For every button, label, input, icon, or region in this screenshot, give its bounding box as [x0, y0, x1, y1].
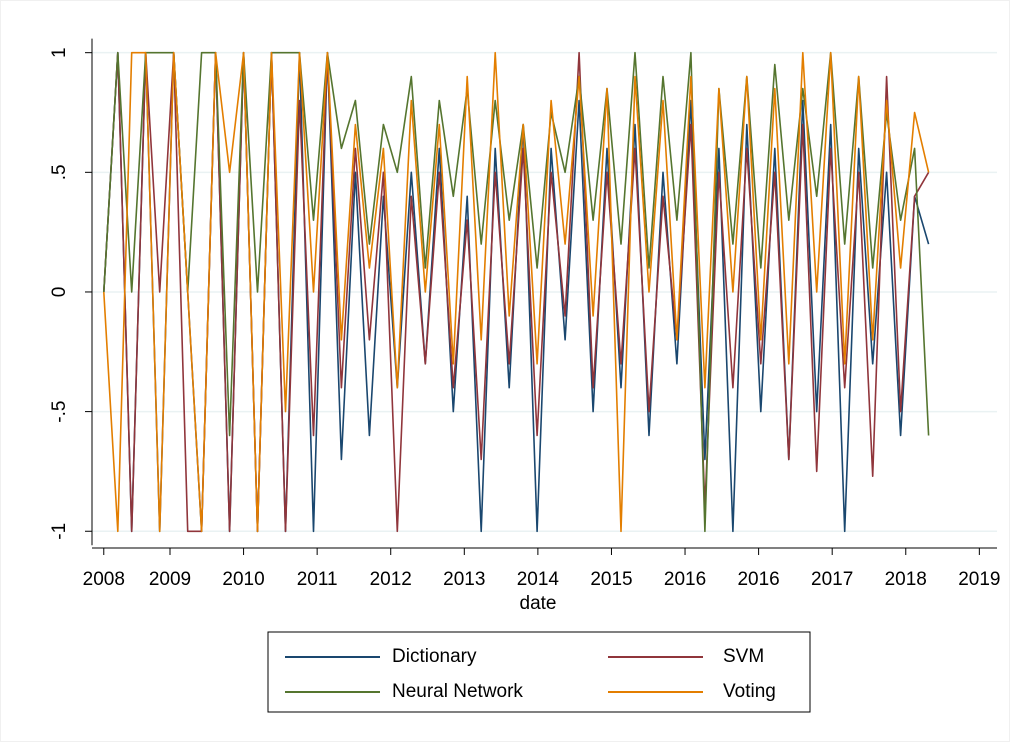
x-tick-label: 2009: [149, 569, 191, 590]
y-tick-label: -.5: [49, 401, 70, 423]
x-axis-label: date: [520, 593, 557, 614]
legend-label: Dictionary: [392, 646, 477, 667]
y-tick-label: 1: [49, 47, 70, 58]
x-tick-label: 2019: [958, 569, 1000, 590]
legend-label: Neural Network: [392, 681, 523, 702]
legend-label: Voting: [723, 681, 776, 702]
x-tick-label: 2016: [737, 569, 779, 590]
x-tick-label: 2011: [297, 569, 338, 590]
y-tick-label: 0: [49, 287, 70, 298]
x-tick-label: 2015: [590, 569, 632, 590]
x-tick-label: 2017: [811, 569, 853, 590]
legend-box: [267, 631, 811, 713]
x-tick-label: 2012: [370, 569, 412, 590]
x-tick-label: 2014: [517, 569, 560, 590]
x-tick-label: 2010: [222, 569, 264, 590]
x-tick-label: 2013: [443, 569, 485, 590]
x-tick-label: 2008: [83, 569, 125, 590]
y-tick-label: -1: [49, 523, 70, 540]
legend-label: SVM: [723, 646, 764, 667]
series-line: [103, 51, 930, 533]
y-tick-label: .5: [49, 164, 70, 180]
series-line: [103, 51, 930, 533]
x-tick-label: 2018: [885, 569, 927, 590]
x-tick-label: 2016: [664, 569, 706, 590]
